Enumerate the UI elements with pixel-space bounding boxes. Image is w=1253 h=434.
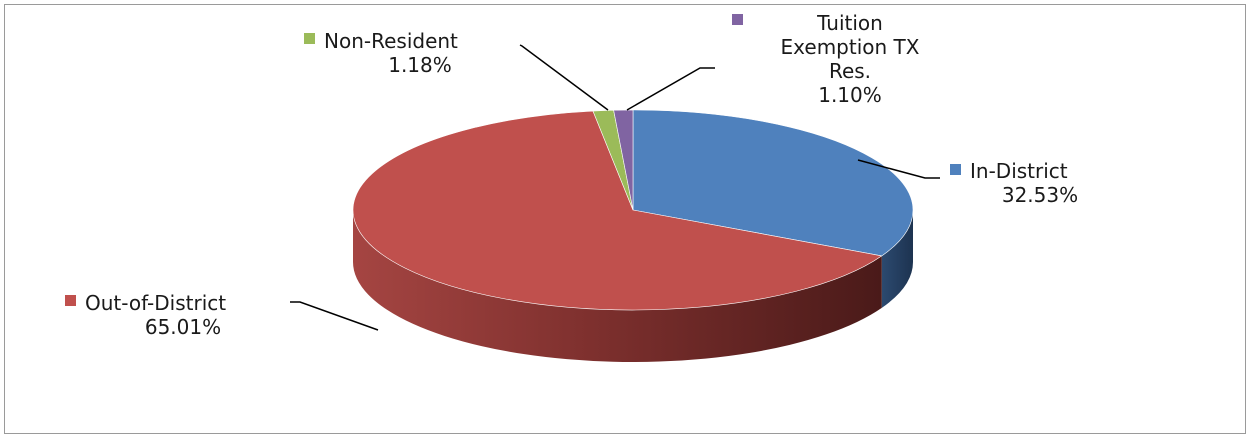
label-category-in-district: In-District: [970, 159, 1068, 183]
label-swatch-out-of-district: [65, 295, 76, 306]
pie-slice-in-district: [632, 109, 914, 257]
pie-slice-out-of-district: [352, 110, 883, 311]
label-swatch-non-resident: [304, 33, 315, 44]
pie-side-out-of-district: [353, 210, 882, 363]
pie-side-in-district: [881, 210, 913, 308]
label-category-out-of-district: Out-of-District: [85, 291, 226, 315]
label-swatch-tuition-exemption-tx-res: [732, 14, 743, 25]
leader-lines: [290, 44, 940, 331]
label-value-out-of-district: 65.01%: [145, 315, 221, 339]
pie-slice-tuition-exemption-tx-res: [613, 109, 634, 211]
label-value-tuition-exemption-tx-res: 1.10%: [818, 83, 882, 107]
pie-tops: [352, 109, 914, 311]
leader-line-in-district: [857, 159, 940, 179]
label-value-in-district: 32.53%: [1002, 183, 1078, 207]
pie-sides: [353, 210, 913, 363]
label-category-tuition-exemption-tx-res: Exemption TX: [781, 35, 920, 59]
label-value-non-resident: 1.18%: [388, 53, 452, 77]
label-category-non-resident: Non-Resident: [324, 29, 458, 53]
label-category-tuition-exemption-tx-res: Tuition: [816, 11, 883, 35]
leader-line-tuition-exemption-tx-res: [626, 67, 715, 111]
leader-line-out-of-district: [290, 301, 379, 331]
leader-line-non-resident: [519, 44, 609, 111]
label-swatch-in-district: [950, 164, 961, 175]
label-category-tuition-exemption-tx-res: Res.: [829, 59, 871, 83]
